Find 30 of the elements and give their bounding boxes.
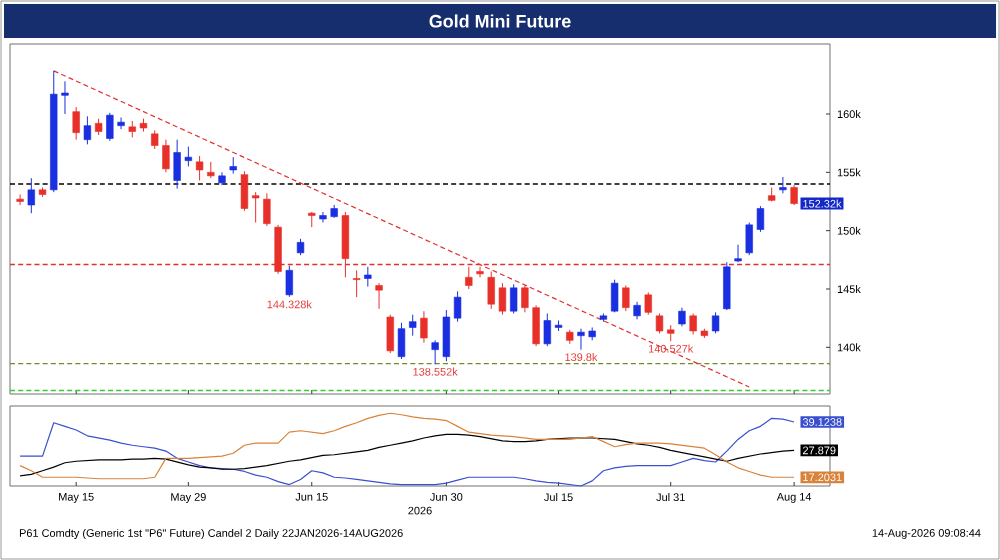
candlestick — [16, 194, 24, 206]
candlestick — [285, 265, 293, 298]
candlestick — [711, 311, 720, 334]
candlestick — [252, 191, 260, 223]
candlestick — [195, 155, 204, 181]
candlestick — [790, 184, 798, 206]
candlestick — [644, 292, 652, 316]
candlestick — [397, 322, 406, 360]
chart-title: Gold Mini Future — [429, 14, 571, 28]
candlestick — [240, 170, 249, 212]
candlestick — [510, 283, 518, 314]
candlestick — [83, 115, 92, 145]
candlestick — [409, 314, 417, 337]
candlestick — [622, 285, 630, 312]
candlestick — [27, 177, 35, 214]
candlestick — [420, 310, 428, 344]
candlestick — [543, 313, 551, 347]
candlestick — [375, 282, 383, 310]
candlestick — [72, 106, 80, 141]
candlestick — [723, 261, 731, 311]
candlestick — [678, 307, 686, 327]
candlestick — [476, 266, 484, 278]
candlestick — [610, 279, 619, 313]
candlestick — [453, 290, 462, 323]
candlestick — [364, 266, 372, 288]
candlestick — [352, 269, 361, 298]
candlestick — [734, 244, 742, 263]
candlestick — [779, 176, 787, 194]
candlestick — [263, 192, 271, 227]
candlestick — [386, 314, 394, 354]
